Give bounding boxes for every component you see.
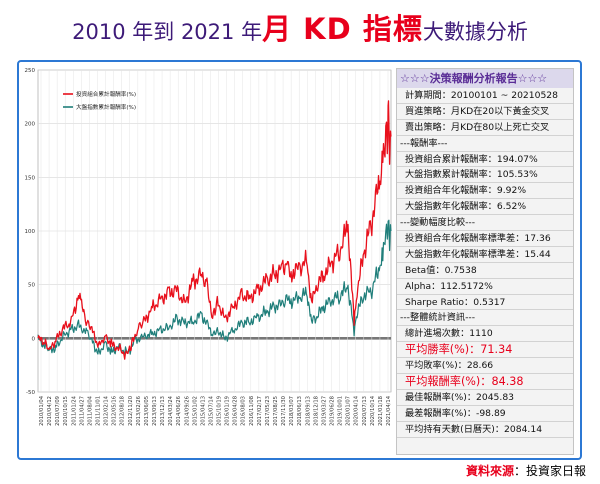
legend-label: 大盤指數累計報酬率(%) (76, 103, 136, 111)
x-tick-label: 2016/08/03 (241, 396, 247, 426)
x-tick-label: 2015/07/14 (208, 395, 214, 426)
panel-stat-row: 平均持有天數(日曆天)：2084.14 (397, 422, 573, 438)
x-tick-label: 2017/05/23 (265, 396, 271, 426)
x-tick-label: 2012/05/16 (112, 396, 118, 426)
x-tick-label: 2012/11/20 (128, 396, 134, 426)
portfolio-return-line (37, 100, 392, 360)
panel-stat-row: 平均報酬率(%)：84.38 (397, 374, 573, 390)
x-tick-label: 2011/11/01 (95, 396, 101, 426)
y-tick-label: -50 (26, 390, 35, 396)
x-tick-label: 2015/10/19 (217, 396, 223, 426)
x-tick-label: 2013/06/05 (144, 396, 150, 426)
panel-stat-row: 最差報酬率(%)：-98.89 (397, 406, 573, 422)
panel-stat-row: Beta值：0.7538 (397, 263, 573, 279)
panel-stat-row: 投資組合年化報酬率：9.92% (397, 183, 573, 200)
panel-section-header: ---整體統計資訊--- (397, 310, 573, 327)
panel-stat-row: 平均敗率(%)：28.66 (397, 358, 573, 375)
source-separator: ： (513, 464, 526, 478)
x-tick-label: 2020/10/14 (370, 395, 376, 426)
x-tick-label: 2013/12/13 (160, 396, 166, 426)
x-tick-label: 2012/02/14 (104, 395, 110, 426)
panel-stat-row: 總計進場次數：1110 (397, 326, 573, 343)
x-tick-label: 2016/04/28 (233, 396, 239, 426)
x-tick-label: 2011/01/24 (71, 395, 77, 426)
panel-heading: ☆☆☆決策報酬分析報告☆☆☆ (397, 69, 573, 88)
source-value: 投資家日報 (525, 464, 586, 478)
x-tick-label: 2020/01/07 (346, 396, 352, 426)
x-tick-label: 2018/03/07 (289, 396, 295, 426)
y-tick-label: 0 (32, 336, 36, 342)
y-axis: -50 0 50 100 150 200 250 (25, 68, 36, 396)
x-tick-label: 2016/11/08 (249, 396, 255, 426)
x-axis: 2010/01/04 2010/04/12 2010/07/09 2010/10/15… (39, 395, 392, 426)
panel-section-header: ---變動幅度比較--- (397, 215, 573, 232)
panel-rows: 計算期間：20100101 ~ 20210528 買進策略：月KD在20以下黃金交… (397, 88, 573, 438)
legend: 投資組合累計報酬率(%) 大盤指數累計報酬率(%) (63, 90, 136, 111)
panel-section-header: ---報酬率--- (397, 136, 573, 152)
x-tick-label: 2017/11/30 (281, 396, 287, 426)
x-tick-label: 2010/01/04 (39, 395, 45, 426)
x-tick-label: 2018/12/18 (313, 396, 319, 426)
x-tick-label: 2015/04/13 (200, 396, 206, 426)
panel-stat-row: 買進策略：月KD在20以下黃金交叉 (397, 104, 573, 120)
x-tick-label: 2011/04/27 (79, 396, 85, 426)
title-years: 2010 年到 2021 年 (72, 20, 263, 44)
x-tick-label: 2021/01/18 (378, 396, 384, 426)
x-tick-label: 2019/10/01 (338, 396, 344, 426)
source-label: 資料來源 (465, 464, 514, 478)
title-analysis: 大數據分析 (422, 20, 528, 44)
series (37, 100, 392, 360)
source-credit: 資料來源：投資家日報 (466, 462, 586, 479)
panel-stat-row: 賣出策略：月KD在80以上死亡交叉 (397, 120, 573, 136)
y-tick-label: 50 (28, 283, 35, 289)
x-tick-label: 2018/09/13 (305, 396, 311, 426)
panel-stat-row: 投資組合累計報酬率：194.07% (397, 152, 573, 168)
panel-stat-row: 平均勝率(%)：71.34 (397, 342, 573, 359)
x-tick-label: 2014/06/26 (176, 396, 182, 426)
x-tick-label: 2013/09/13 (152, 396, 158, 426)
x-tick-label: 2020/07/13 (362, 396, 368, 426)
panel-stat-row: 投資組合年化報酬率標準差：17.36 (397, 231, 573, 247)
x-tick-label: 2011/08/04 (87, 395, 93, 426)
x-tick-label: 2019/06/28 (330, 396, 336, 426)
x-tick-label: 2014/09/26 (184, 396, 190, 426)
x-tick-label: 2012/08/18 (120, 396, 126, 426)
y-tick-label: 200 (25, 122, 36, 128)
x-tick-label: 2010/04/12 (47, 396, 53, 426)
panel-stat-row: 大盤指數累計報酬率：105.53% (397, 167, 573, 184)
x-tick-label: 2016/01/19 (225, 396, 231, 426)
index-return-line (37, 219, 392, 355)
panel-stat-row: 最佳報酬率(%)：2045.83 (397, 390, 573, 406)
x-tick-label: 2014/03/24 (168, 395, 174, 426)
plot-background (19, 64, 396, 456)
y-tick-label: 250 (25, 68, 36, 74)
x-tick-label: 2019/03/27 (321, 396, 327, 426)
legend-label: 投資組合累計報酬率(%) (76, 90, 136, 98)
y-tick-label: 100 (25, 229, 36, 235)
y-tick-label: 150 (25, 175, 36, 181)
x-tick-label: 2017/08/25 (273, 396, 279, 426)
panel-stat-row: 計算期間：20100101 ~ 20210528 (397, 88, 573, 104)
x-tick-label: 2020/04/14 (354, 395, 360, 426)
x-tick-label: 2017/02/17 (257, 396, 263, 426)
title-indicator: 月 KD 指標 (262, 12, 423, 46)
x-tick-label: 2010/07/09 (55, 396, 61, 426)
x-tick-label: 2013/02/26 (136, 396, 142, 426)
x-tick-label: 2021/04/14 (386, 395, 392, 426)
analysis-report-panel: ☆☆☆決策報酬分析報告☆☆☆ 計算期間：20100101 ~ 20210528 買… (396, 68, 574, 455)
panel-stat-row: 大盤指數年化報酬率：6.52% (397, 199, 573, 216)
x-tick-label: 2010/10/15 (63, 396, 69, 426)
panel-stat-row: 大盤指數年化報酬率標準差：15.44 (397, 247, 573, 263)
panel-stat-row: Sharpe Ratio：0.5317 (397, 295, 573, 311)
panel-stat-row: Alpha：112.5172% (397, 279, 573, 295)
x-tick-label: 2015/01/02 (192, 396, 198, 426)
x-tick-label: 2018/06/13 (297, 396, 303, 426)
page-title: 2010 年到 2021 年月 KD 指標大數據分析 (0, 6, 600, 48)
